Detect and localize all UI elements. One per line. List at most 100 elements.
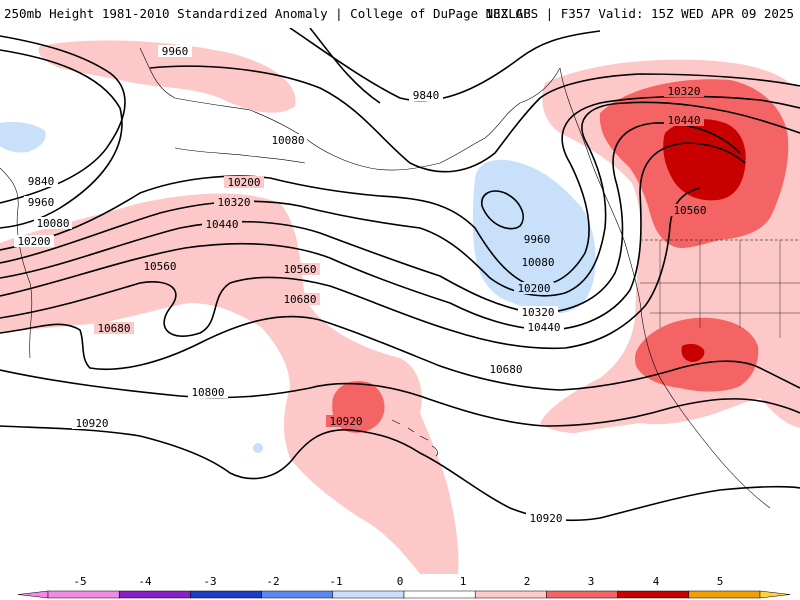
coastline-aleutians [174, 147, 306, 164]
contour-label: 10080 [518, 256, 558, 269]
positive-anomaly-region [38, 40, 296, 113]
contour-10080 [309, 28, 381, 104]
map-panel: 9960 9840 10080 10320 10440 9840 9960 10… [0, 28, 800, 574]
contour-label-text: 9960 [28, 196, 55, 209]
colorbar-swatch [474, 590, 547, 599]
negative-anomaly-region [253, 443, 263, 453]
contour-label: 10920 [326, 415, 366, 428]
model-run-info: 18Z GFS | F357 Valid: 15Z WED APR 09 202… [485, 6, 794, 21]
contour-label-text: 10800 [191, 386, 224, 399]
contour-label: 10080 [269, 134, 307, 147]
state-borders [640, 240, 800, 338]
contour-label-text: 10920 [75, 417, 108, 430]
coastlines [0, 47, 800, 509]
contour-label: 10440 [664, 114, 704, 127]
colorbar-tick-label: -3 [203, 575, 216, 588]
contour-label: 10560 [670, 204, 710, 217]
colorbar-swatch [617, 590, 690, 599]
coastline-asia [0, 167, 33, 359]
contour-label: 10440 [524, 321, 564, 334]
colorbar-swatch [688, 590, 761, 599]
contour-label-text: 10080 [521, 256, 554, 269]
contour-label-text: 10080 [271, 134, 304, 147]
contour-label-text: 10440 [527, 321, 560, 334]
contour-label: 10560 [140, 260, 180, 273]
coastline-canada-west [559, 67, 771, 509]
contour-label-text: 9960 [524, 233, 551, 246]
contour-label-text: 10560 [143, 260, 176, 273]
colorbar-swatch [546, 590, 618, 599]
colorbar-swatch [403, 590, 476, 599]
header: 250mb Height 1981-2010 Standardized Anom… [0, 0, 800, 28]
colorbar-tick-label: 1 [460, 575, 467, 588]
contour-label: 10680 [94, 322, 134, 335]
contour-label-text: 10920 [329, 415, 362, 428]
contour-label: 10320 [664, 85, 704, 98]
contour-label: 9960 [24, 196, 58, 209]
contour-label-text: 10440 [667, 114, 700, 127]
contour-label-text: 10560 [673, 204, 706, 217]
contour-10680 [0, 315, 800, 391]
colorbar-swatch [190, 590, 262, 599]
colorbar-tick-label: 2 [524, 575, 531, 588]
positive-anomaly-region [681, 343, 705, 362]
contour-label: 9960 [158, 45, 192, 58]
contour-label-text: 10320 [521, 306, 554, 319]
colorbar-swatch [332, 590, 405, 599]
contour-label-text: 9840 [413, 89, 440, 102]
colorbar-tick-label: 0 [397, 575, 404, 588]
colorbar-swatch [118, 590, 191, 599]
contour-label-text: 10200 [227, 176, 260, 189]
colorbar-swatch [261, 590, 334, 599]
contour-10800 [0, 369, 800, 427]
colorbar-tick-label: 4 [653, 575, 660, 588]
contour-label-text: 10320 [667, 85, 700, 98]
contour-label: 10920 [526, 512, 566, 525]
positive-anomaly-region [663, 119, 746, 201]
colorbar-tick-label: 3 [588, 575, 595, 588]
contour-label: 10200 [14, 235, 54, 248]
contour-label: 9840 [24, 175, 58, 188]
coastline-alaska [139, 47, 561, 171]
contour-9840 [0, 35, 126, 204]
colorbar-arrow-right [759, 590, 791, 599]
contour-label-text: 10920 [529, 512, 562, 525]
colorbar-swatch [47, 590, 120, 599]
contour-label: 10320 [518, 306, 558, 319]
colorbar-swatches [17, 590, 791, 599]
contour-label: 10680 [486, 363, 526, 376]
contour-label-text: 10680 [489, 363, 522, 376]
contour-label-text: 10440 [205, 218, 238, 231]
contour-10320 [0, 122, 741, 314]
contour-label-text: 9840 [28, 175, 55, 188]
colorbar-tick-label: -4 [138, 575, 152, 588]
contour-label: 10080 [34, 217, 72, 230]
contour-label: 10320 [214, 196, 254, 209]
colorbar-tick-label: -5 [73, 575, 86, 588]
contour-label: 10920 [72, 417, 112, 430]
contour-label: 10200 [514, 282, 554, 295]
contour-9960 [481, 190, 524, 230]
map-title: 250mb Height 1981-2010 Standardized Anom… [4, 6, 531, 21]
colorbar-tick-label: -2 [266, 575, 279, 588]
contour-label: 10440 [202, 218, 242, 231]
contour-10560 [0, 187, 701, 350]
contour-label-text: 10320 [217, 196, 250, 209]
colorbar-tick-label: -1 [329, 575, 342, 588]
contour-label-text: 10680 [283, 293, 316, 306]
contour-label: 10800 [188, 386, 228, 399]
colorbar: -5 -4 -3 -2 -1 0 1 2 3 4 5 [17, 575, 791, 599]
contour-10920 [0, 425, 800, 522]
contour-label-text: 10680 [97, 322, 130, 335]
contour-10440 [0, 142, 746, 331]
colorbar-tick-labels: -5 -4 -3 -2 -1 0 1 2 3 4 5 [73, 575, 723, 588]
contour-label: 9840 [409, 89, 443, 102]
contour-label: 10560 [280, 263, 320, 276]
contour-9840 [289, 28, 601, 102]
contour-label: 9960 [520, 233, 554, 246]
contour-label-text: 10560 [283, 263, 316, 276]
contour-label-text: 9960 [162, 45, 189, 58]
contour-label: 10680 [280, 293, 320, 306]
contour-label-text: 10200 [17, 235, 50, 248]
contour-9960 [149, 65, 800, 173]
